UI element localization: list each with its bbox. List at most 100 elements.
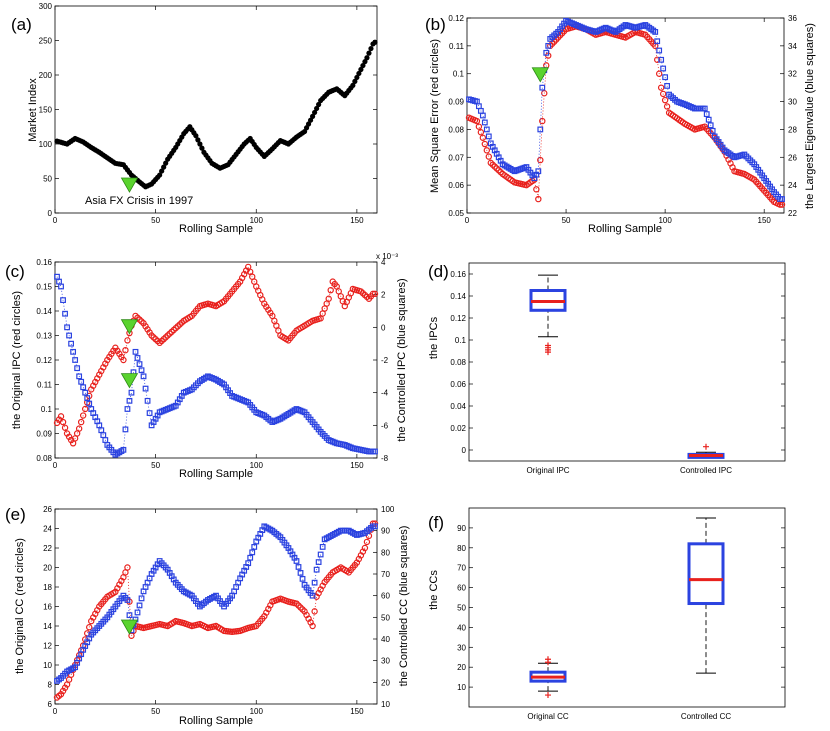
y-tick-label: 0.06 — [450, 380, 466, 389]
y-tick-label: 0.13 — [36, 332, 52, 341]
y-tick-label: 0.12 — [36, 356, 52, 365]
data-point-square — [138, 367, 145, 374]
data-point-square — [126, 612, 133, 619]
y-tick-label: 0.05 — [448, 209, 464, 218]
data-point-circle — [309, 622, 316, 630]
data-point-square — [84, 395, 91, 402]
data-point — [157, 172, 163, 178]
data-point — [372, 39, 378, 45]
data-point-circle — [479, 134, 487, 141]
data-point-square — [68, 340, 75, 347]
y2-tick-label: 80 — [381, 548, 390, 557]
y2-tick-label: 34 — [788, 42, 797, 51]
data-point-square — [372, 523, 378, 530]
data-point-square — [58, 283, 64, 290]
panel-c-label: (c) — [5, 262, 25, 281]
data-point — [356, 70, 362, 77]
data-point — [197, 141, 203, 147]
panel-f-ylabel: the CCs — [428, 570, 440, 610]
data-point-square — [545, 42, 552, 49]
data-point-circle — [537, 156, 544, 164]
panel-b-y2label: the Largest Eigenvalue (blue squares) — [804, 23, 816, 209]
data-point — [366, 50, 372, 56]
y-tick-label: 10 — [43, 661, 52, 670]
data-point-square — [124, 597, 131, 603]
y-tick-label: 18 — [43, 583, 52, 592]
panel-c-xlabel: Rolling Sample — [179, 468, 253, 480]
y-tick-label: 0.12 — [450, 314, 466, 323]
y2-tick-label: 36 — [788, 14, 797, 23]
data-point-square — [136, 361, 143, 367]
data-point-square — [140, 373, 147, 380]
x-tick-label: 100 — [250, 461, 264, 470]
panel-c-y2-exponent: x 10⁻³ — [376, 252, 398, 261]
panel-f: (f) 10 20 30 40 50 60 70 80 90 Original CC Control… — [428, 507, 786, 721]
y-tick-label: 24 — [43, 525, 52, 534]
y-tick-label: 16 — [43, 603, 52, 612]
data-point-square — [132, 348, 139, 355]
x-tick-label: 0 — [53, 707, 58, 716]
data-point-square — [146, 410, 153, 416]
x-tick-label: 100 — [658, 216, 672, 225]
panel-e-label: (e) — [5, 505, 26, 524]
panel-a-xlabel: Rolling Sample — [179, 223, 253, 235]
y-tick-label: 300 — [39, 2, 53, 11]
y-tick-label: 0.09 — [36, 430, 52, 439]
data-point-circle — [61, 424, 69, 431]
data-point-circle — [361, 544, 369, 552]
y2-tick-label: 20 — [381, 678, 390, 687]
data-point-square — [82, 389, 89, 396]
x-tick-label: 150 — [350, 461, 364, 470]
data-point — [163, 160, 169, 166]
y-tick-label: 20 — [457, 663, 466, 672]
data-point-square — [126, 397, 133, 404]
data-point-circle — [539, 117, 546, 125]
data-point-circle — [77, 418, 85, 426]
data-point — [350, 82, 356, 88]
data-point-square — [295, 564, 302, 570]
y-tick-label: 30 — [457, 643, 466, 652]
data-point-circle — [75, 425, 83, 432]
y-tick-label: 0.14 — [450, 292, 466, 301]
data-point-square — [134, 609, 141, 616]
y-tick-label: 0.15 — [36, 283, 52, 292]
data-point-square — [475, 103, 482, 110]
y-tick-label: 10 — [457, 683, 466, 692]
y-tick-label: 20 — [43, 564, 52, 573]
crisis-marker — [120, 177, 139, 193]
y-tick-label: 250 — [39, 37, 53, 46]
y-tick-label: 26 — [43, 505, 52, 514]
y-tick-label: 70 — [457, 564, 466, 573]
crisis-marker — [120, 319, 139, 335]
data-point-square — [372, 448, 378, 455]
y-tick-label: 0.11 — [449, 42, 465, 51]
data-point — [195, 137, 201, 143]
y-tick-label: 12 — [43, 642, 52, 651]
data-point-square — [652, 29, 659, 35]
y-tick-label: 6 — [48, 700, 53, 709]
data-point-square — [128, 389, 135, 396]
y-tick-label: 0.04 — [450, 402, 466, 411]
series-line-0 — [468, 25, 782, 206]
data-point-circle — [122, 347, 129, 354]
panel-e-ylabel: the Original CC (red circles) — [14, 538, 26, 674]
y-tick-label: 90 — [457, 524, 466, 533]
y2-tick-label: 40 — [381, 635, 390, 644]
data-point-square — [120, 446, 127, 453]
y-tick-label: 0 — [48, 209, 53, 218]
panel-f-axes-box — [468, 507, 786, 708]
data-point-square — [313, 566, 320, 573]
data-point-square — [709, 127, 716, 134]
data-point-circle — [124, 564, 131, 571]
y-tick-label: 22 — [43, 544, 52, 553]
x-tick-label: 150 — [350, 216, 364, 225]
panel-b-xlabel: Rolling Sample — [588, 223, 662, 235]
data-point-square — [485, 133, 492, 140]
y-tick-label: 0.06 — [448, 181, 464, 190]
data-point-circle — [371, 290, 379, 298]
y2-tick-label: -8 — [381, 454, 389, 463]
y2-tick-label: 90 — [381, 527, 390, 536]
y2-tick-label: 22 — [788, 209, 797, 218]
data-point-circle — [57, 413, 65, 420]
data-point-square — [144, 397, 151, 404]
